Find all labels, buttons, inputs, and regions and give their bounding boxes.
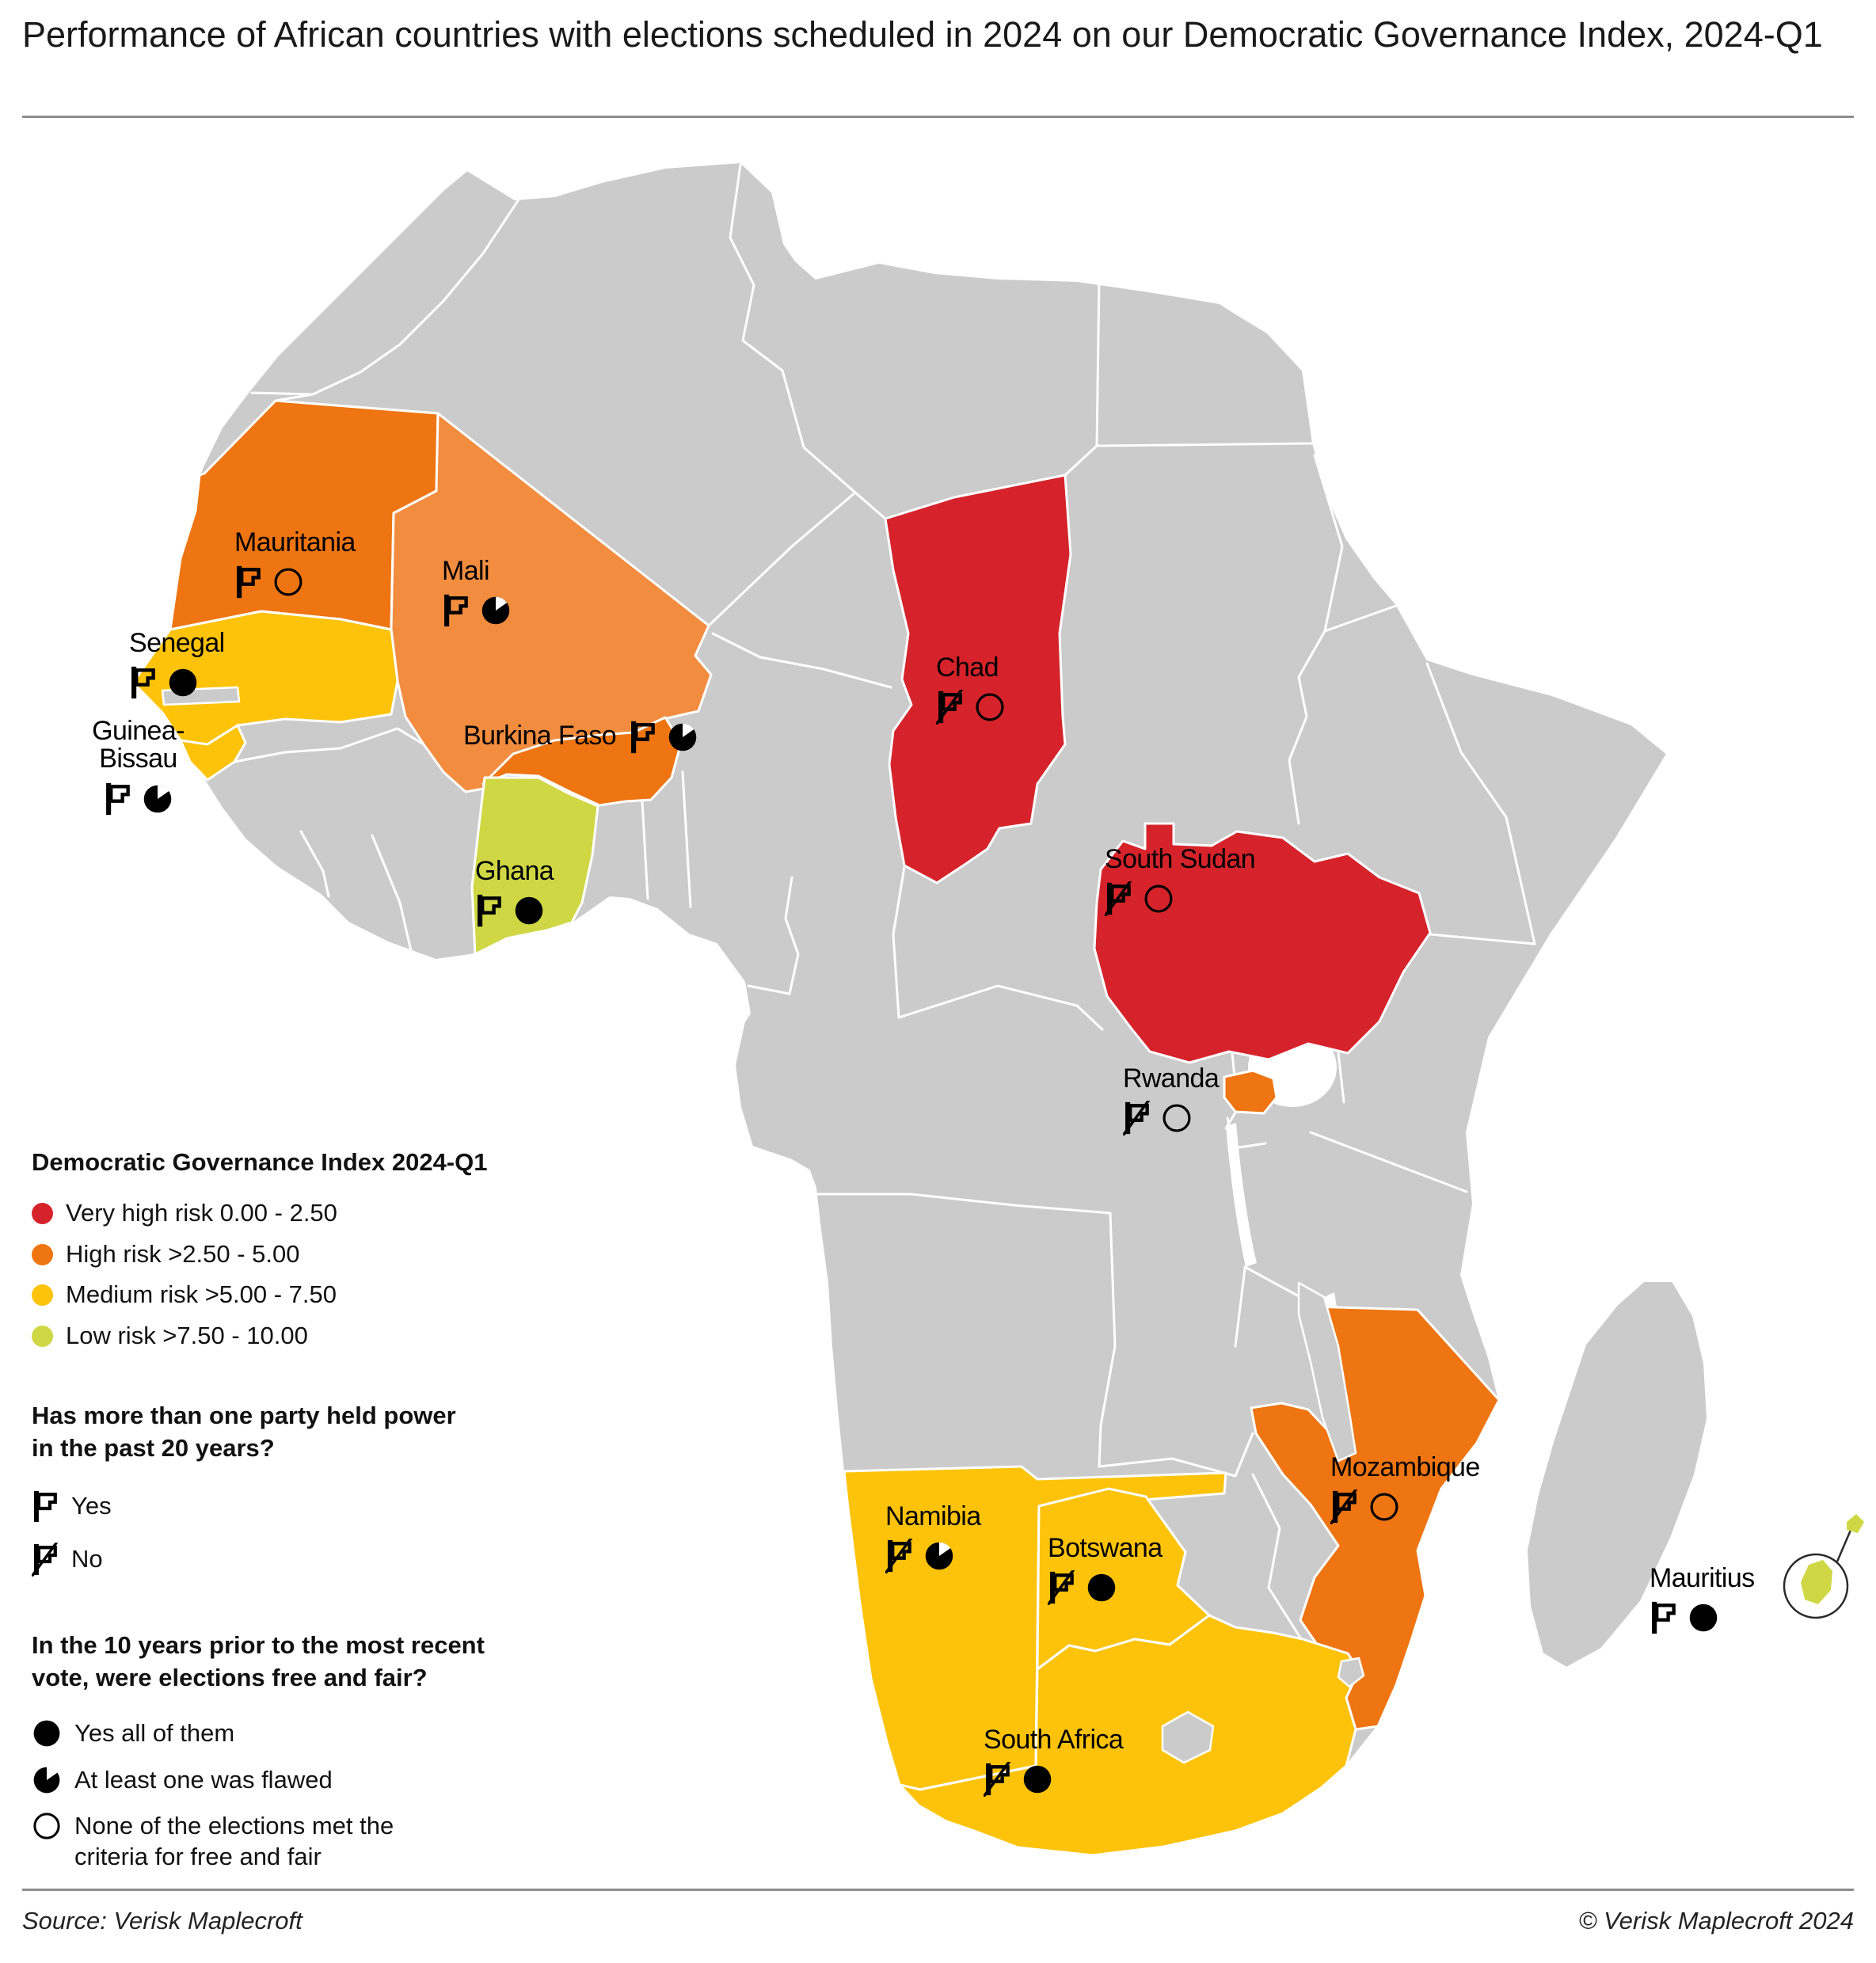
legend-party-label: No xyxy=(71,1544,103,1573)
legend-vote-item-full: Yes all of them xyxy=(32,1718,485,1749)
legend-risk-label: Very high risk 0.00 - 2.50 xyxy=(66,1198,337,1227)
legend-risk-label: High risk >2.50 - 5.00 xyxy=(66,1239,300,1268)
legend-vote-item-none: None of the elections met the criteria f… xyxy=(32,1811,485,1873)
flag-no-icon xyxy=(32,1542,59,1577)
legend-risk-item: High risk >2.50 - 5.00 xyxy=(32,1239,487,1270)
country-chad xyxy=(884,474,1072,884)
medium-risk-dot-icon xyxy=(32,1284,53,1307)
gambia xyxy=(161,686,241,706)
footer-copyright: © Verisk Maplecroft 2024 xyxy=(1578,1907,1854,1934)
country-south-sudan xyxy=(1093,822,1432,1064)
legend-party-label: Yes xyxy=(71,1491,112,1520)
legend-party-title: Has more than one party held power in th… xyxy=(32,1400,456,1465)
legend-vote-title-line1: In the 10 years prior to the most recent xyxy=(32,1631,485,1659)
footer-source: Source: Verisk Maplecroft xyxy=(22,1907,303,1934)
legend-risk-item: Very high risk 0.00 - 2.50 xyxy=(32,1198,487,1229)
legend-vote-label: At least one was flawed xyxy=(74,1765,333,1794)
pie-none-icon xyxy=(32,1811,62,1841)
flag-yes-icon xyxy=(32,1489,59,1524)
country-ghana xyxy=(470,776,599,956)
legend-risk-title: Democratic Governance Index 2024-Q1 xyxy=(32,1148,488,1176)
mauritius-island-inset xyxy=(1801,1560,1832,1604)
legend-vote-title-line2: vote, were elections free and fair? xyxy=(32,1663,428,1691)
legend-vote-label: None of the elections met the criteria f… xyxy=(74,1811,394,1873)
very-high-risk-dot-icon xyxy=(32,1202,53,1224)
page-title: Performance of African countries with el… xyxy=(22,14,1823,55)
country-borders xyxy=(233,163,1536,1639)
high-risk-dot-icon xyxy=(32,1243,53,1265)
legend-risk: Democratic Governance Index 2024-Q1 Very… xyxy=(32,1147,487,1352)
legend-risk-item: Medium risk >5.00 - 7.50 xyxy=(32,1280,487,1311)
eswatini xyxy=(1337,1657,1365,1688)
madagascar xyxy=(1525,1280,1709,1669)
legend-risk-item: Low risk >7.50 - 10.00 xyxy=(32,1321,487,1352)
pie-full-icon xyxy=(32,1718,62,1748)
legend-vote-label-line1: None of the elections met the xyxy=(74,1812,394,1840)
mauritius-inset xyxy=(1783,1514,1864,1619)
legend-party-item-no: No xyxy=(32,1542,456,1577)
pie-flawed-icon xyxy=(32,1765,62,1795)
title-divider xyxy=(22,116,1854,118)
highlighted-countries xyxy=(131,399,1501,1857)
legend-party-item-yes: Yes xyxy=(32,1489,456,1524)
footer-divider xyxy=(22,1889,1854,1891)
low-risk-dot-icon xyxy=(32,1326,53,1348)
lake-tanganyika xyxy=(1226,1123,1257,1267)
legend-party-title-line1: Has more than one party held power xyxy=(32,1402,456,1429)
legend-risk-label: Low risk >7.50 - 10.00 xyxy=(66,1322,308,1350)
country-guinea-bissau xyxy=(179,724,247,782)
legend-vote: In the 10 years prior to the most recent… xyxy=(32,1630,485,1873)
legend-vote-title: In the 10 years prior to the most recent… xyxy=(32,1630,485,1695)
country-rwanda xyxy=(1223,1069,1278,1115)
legend-vote-label: Yes all of them xyxy=(74,1718,235,1747)
legend-vote-item-flawed: At least one was flawed xyxy=(32,1765,485,1796)
malawi xyxy=(1297,1281,1357,1463)
lesotho xyxy=(1161,1710,1215,1764)
legend-vote-label-line2: criteria for free and fair xyxy=(74,1843,322,1871)
legend-party: Has more than one party held power in th… xyxy=(32,1400,456,1577)
legend-risk-label: Medium risk >5.00 - 7.50 xyxy=(66,1280,337,1309)
mauritius-island-dot xyxy=(1847,1514,1864,1533)
legend-party-title-line2: in the past 20 years? xyxy=(32,1433,275,1462)
